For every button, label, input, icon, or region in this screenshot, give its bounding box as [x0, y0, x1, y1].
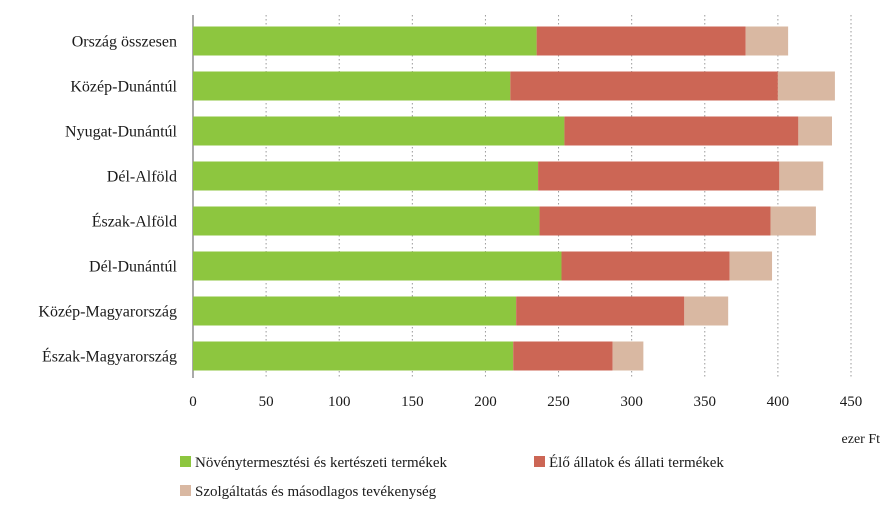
x-tick-label: 200	[474, 394, 497, 410]
unit-label: ezer Ft	[842, 432, 881, 447]
x-tick-label: 150	[401, 394, 424, 410]
bar-segment-1	[193, 161, 539, 191]
bar-segment-2	[561, 251, 730, 281]
bar-segment-1	[193, 251, 562, 281]
x-tick-label: 300	[620, 394, 643, 410]
x-tick-label: 50	[259, 394, 274, 410]
legend: Növénytermesztési és kertészeti termékek…	[180, 454, 724, 500]
x-axis-ticks: 0 50 100 150 200 250 300 350 400 450	[189, 394, 862, 410]
legend-label: Szolgáltatás és másodlagos tevékenység	[195, 484, 437, 500]
legend-swatch	[180, 456, 191, 467]
legend-swatch	[180, 485, 191, 496]
x-tick-label: 450	[840, 394, 863, 410]
bars	[193, 26, 835, 371]
category-label: Közép-Magyarország	[38, 304, 177, 321]
bar-segment-2	[538, 161, 780, 191]
bar-segment-2	[516, 296, 685, 326]
category-label: Dél-Alföld	[107, 169, 177, 186]
category-label: Közép-Dunántúl	[70, 79, 177, 96]
x-tick-label: 250	[547, 394, 570, 410]
bar-segment-2	[536, 26, 746, 56]
category-label: Nyugat-Dunántúl	[65, 124, 178, 141]
bar-segment-3	[777, 71, 835, 101]
bar-segment-3	[779, 161, 824, 191]
bar-segment-3	[770, 206, 816, 236]
legend-label: Élő állatok és állati termékek	[549, 454, 724, 471]
x-tick-label: 350	[694, 394, 717, 410]
x-tick-label: 100	[328, 394, 351, 410]
bar-segment-3	[684, 296, 729, 326]
category-label: Észak-Magyarország	[42, 347, 177, 366]
legend-label: Növénytermesztési és kertészeti termékek	[195, 455, 447, 471]
bar-segment-3	[745, 26, 789, 56]
bar-segment-1	[193, 71, 511, 101]
bar-segment-1	[193, 206, 540, 236]
x-tick-label: 400	[767, 394, 790, 410]
legend-item-3: Szolgáltatás és másodlagos tevékenység	[180, 484, 437, 500]
category-labels: Ország összesen Közép-Dunántúl Nyugat-Duná…	[38, 34, 177, 366]
bar-segment-2	[564, 116, 799, 146]
bar-segment-3	[729, 251, 773, 281]
legend-item-1: Növénytermesztési és kertészeti termékek	[180, 455, 447, 471]
legend-swatch	[534, 456, 545, 467]
x-tick-label: 0	[189, 394, 197, 410]
bar-segment-2	[539, 206, 771, 236]
category-label: Ország összesen	[72, 34, 177, 51]
bar-segment-1	[193, 296, 517, 326]
category-label: Dél-Dunántúl	[89, 259, 178, 276]
bar-segment-1	[193, 116, 565, 146]
bar-segment-3	[612, 341, 644, 371]
bar-segment-2	[513, 341, 613, 371]
bar-segment-1	[193, 26, 537, 56]
bar-segment-1	[193, 341, 514, 371]
category-label: Észak-Alföld	[92, 212, 177, 231]
bar-segment-3	[798, 116, 832, 146]
legend-item-2: Élő állatok és állati termékek	[534, 454, 724, 471]
bar-segment-2	[510, 71, 778, 101]
